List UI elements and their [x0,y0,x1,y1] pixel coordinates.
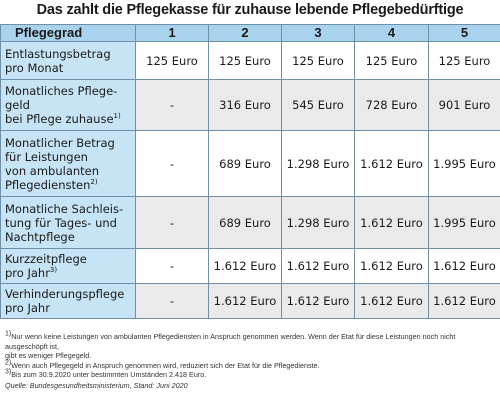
row-label-entlastungsbetrag: Entlastungsbetrag pro Monat [0,41,136,80]
footnote-marker: 3) [49,266,58,275]
footnote-marker: 1) [113,112,121,121]
cell-value: 689 Euro [208,196,282,249]
header-grad-5: 5 [428,24,500,42]
label-line: pro Jahr [5,266,50,280]
footnote-2: 2)Wenn auch Pflegegeld in Anspruch genom… [5,359,497,371]
table-row: Monatliche Sachleis- tung für Tages- und… [0,196,500,249]
label-line: tung für Tages- und [5,215,117,230]
header-grad-2: 2 [208,24,282,42]
footnote-1-cont: gibt es weniger Pflegegeld. [5,351,92,361]
footnotes: 1)Nur wenn keine Leistungen von ambulant… [5,330,497,391]
cell-value: 125 Euro [208,41,282,80]
footnote-mark: 2) [5,359,12,367]
label-line: bei Pflege zuhause [5,112,114,126]
table-row: Entlastungsbetrag pro Monat 125 Euro 125… [0,41,500,80]
cell-value: 125 Euro [428,41,500,80]
label-line: für Leistungen [5,149,88,164]
cell-value: 1.995 Euro [428,130,500,197]
cell-value: 1.612 Euro [428,283,500,319]
label-line: Monatlicher Betrag [5,135,115,150]
cell-value: 1.298 Euro [281,130,355,197]
footnote-marker: 2) [90,177,98,186]
cell-value: 901 Euro [428,79,500,131]
row-label-pflegegeld: Monatliches Pflege- geld bei Pflege zuha… [0,79,136,131]
header-grad-4: 4 [354,24,429,42]
cell-value: 545 Euro [281,79,355,131]
cell-value: - [135,196,209,249]
cell-value: 689 Euro [208,130,282,197]
label-line: Verhinderungspflege [5,287,125,301]
cell-value: 1.298 Euro [281,196,355,249]
pflegekasse-table: Pflegegrad 1 2 3 4 5 Entlastungsbetrag p… [0,24,500,319]
label-line: Pflegediensten [5,177,91,192]
cell-value: 125 Euro [281,41,355,80]
footnote-mark: 1) [5,330,12,338]
cell-value: 1.612 Euro [281,248,355,284]
label-line: Nachtpflege [5,229,75,244]
cell-value: 1.612 Euro [281,283,355,319]
source-line: Quelle: Bundesgesundheitsministerium, St… [5,380,188,390]
row-label-tages-nachtpflege: Monatliche Sachleis- tung für Tages- und… [0,196,136,249]
cell-value: - [135,248,209,284]
cell-value: 1.612 Euro [208,283,282,319]
label-line: geld [5,98,30,112]
header-grad-3: 3 [281,24,355,42]
cell-value: 1.612 Euro [354,248,429,284]
cell-value: 1.612 Euro [208,248,282,284]
cell-value: 1.612 Euro [354,130,429,197]
row-label-kurzzeitpflege: Kurzzeitpflege pro Jahr3) [0,248,136,284]
cell-value: 125 Euro [135,41,209,80]
footnote-1: 1)Nur wenn keine Leistungen von ambulant… [5,330,497,351]
cell-value: - [135,283,209,319]
label-line: pro Jahr [5,301,50,315]
cell-value: - [135,130,209,197]
table-row: Monatlicher Betrag für Leistungen von am… [0,130,500,197]
table-row: Verhinderungspflege pro Jahr - 1.612 Eur… [0,283,500,319]
cell-value: 316 Euro [208,79,282,131]
cell-value: 1.612 Euro [354,196,429,249]
row-label-verhinderungspflege: Verhinderungspflege pro Jahr [0,283,136,319]
header-row: Pflegegrad 1 2 3 4 5 [0,24,500,42]
cell-value: 1.612 Euro [354,283,429,319]
cell-value: 125 Euro [354,41,429,80]
label-line: pro Monat [5,60,64,75]
table-row: Kurzzeitpflege pro Jahr3) - 1.612 Euro 1… [0,248,500,284]
row-label-pflegedienste: Monatlicher Betrag für Leistungen von am… [0,130,136,197]
footnote-text: Bis zum 30.9.2020 unter bestimmten Umstä… [11,370,207,380]
table-title: Das zahlt die Pflegekasse für zuhause le… [36,2,464,18]
label-line: Kurzzeitpflege [5,252,87,266]
label-line: von ambulanten [5,163,100,178]
cell-value: 728 Euro [354,79,429,131]
cell-value: 1.995 Euro [428,196,500,249]
cell-value: - [135,79,209,131]
footnote-mark: 3) [5,368,12,376]
footnote-text: Wenn auch Pflegegeld in Anspruch genomme… [11,360,320,370]
header-grad-1: 1 [135,24,209,42]
table-row: Monatliches Pflege- geld bei Pflege zuha… [0,79,500,131]
footnote-text: Nur wenn keine Leistungen von ambulanten… [5,332,456,351]
cell-value: 1.612 Euro [428,248,500,284]
label-line: Entlastungsbetrag [5,46,111,61]
label-line: Monatliches Pflege- [5,84,118,98]
header-pflegegrad: Pflegegrad [0,24,136,42]
footnote-3: 3)Bis zum 30.9.2020 unter bestimmten Ums… [5,368,497,380]
label-line: Monatliche Sachleis- [5,201,124,216]
